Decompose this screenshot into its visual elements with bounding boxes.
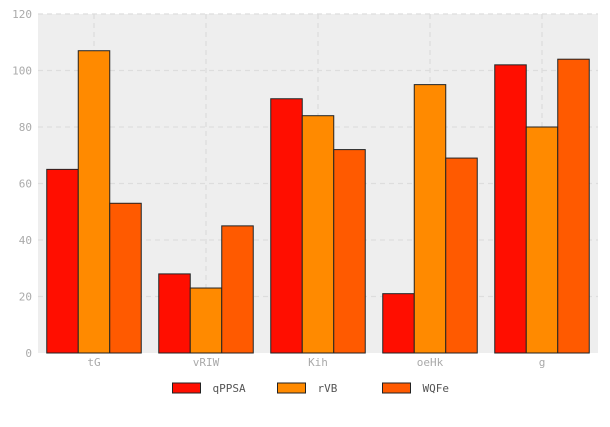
bar-WQFe-g — [557, 58, 590, 354]
bar-rVB-Kih — [301, 115, 335, 354]
bar-WQFe-tG — [109, 202, 142, 354]
bar-rVB-g — [525, 126, 559, 354]
legend-swatch-rVB — [277, 382, 306, 394]
x-tick-label: vRIW — [193, 356, 220, 369]
y-tick-label: 40 — [19, 234, 32, 247]
bar-WQFe-oeHk — [445, 157, 478, 354]
y-axis-ticks: 0 20 40 60 80 100 120 — [12, 8, 32, 360]
x-tick-label: tG — [87, 356, 100, 369]
y-tick-label: 0 — [25, 347, 32, 360]
x-axis-ticks: tG vRIW Kih oeHk g — [87, 356, 545, 369]
legend-swatch-WQFe — [382, 382, 411, 394]
bar-qPPSA-g — [494, 64, 527, 354]
legend-label-qPPSA: qPPSA — [213, 382, 246, 395]
x-tick-label: oeHk — [417, 356, 444, 369]
bar-rVB-vRIW — [189, 287, 223, 354]
legend: qPPSA rVB WQFe — [172, 382, 450, 395]
bar-WQFe-vRIW — [221, 225, 254, 354]
bar-qPPSA-tG — [46, 168, 79, 354]
bar-qPPSA-oeHk — [382, 293, 415, 354]
x-tick-label: g — [539, 356, 546, 369]
y-tick-label: 120 — [12, 8, 32, 21]
legend-label-WQFe: WQFe — [423, 382, 450, 395]
bar-rVB-tG — [77, 50, 111, 354]
y-tick-label: 80 — [19, 121, 32, 134]
y-tick-label: 100 — [12, 65, 32, 78]
y-tick-label: 20 — [19, 291, 32, 304]
legend-label-rVB: rVB — [318, 382, 338, 395]
x-tick-label: Kih — [308, 356, 328, 369]
bars — [46, 50, 590, 354]
bar-rVB-oeHk — [413, 84, 447, 354]
bar-WQFe-Kih — [333, 149, 366, 354]
legend-swatch-qPPSA — [172, 382, 201, 394]
y-tick-label: 60 — [19, 178, 32, 191]
bar-qPPSA-Kih — [270, 98, 303, 354]
bar-qPPSA-vRIW — [158, 273, 191, 354]
